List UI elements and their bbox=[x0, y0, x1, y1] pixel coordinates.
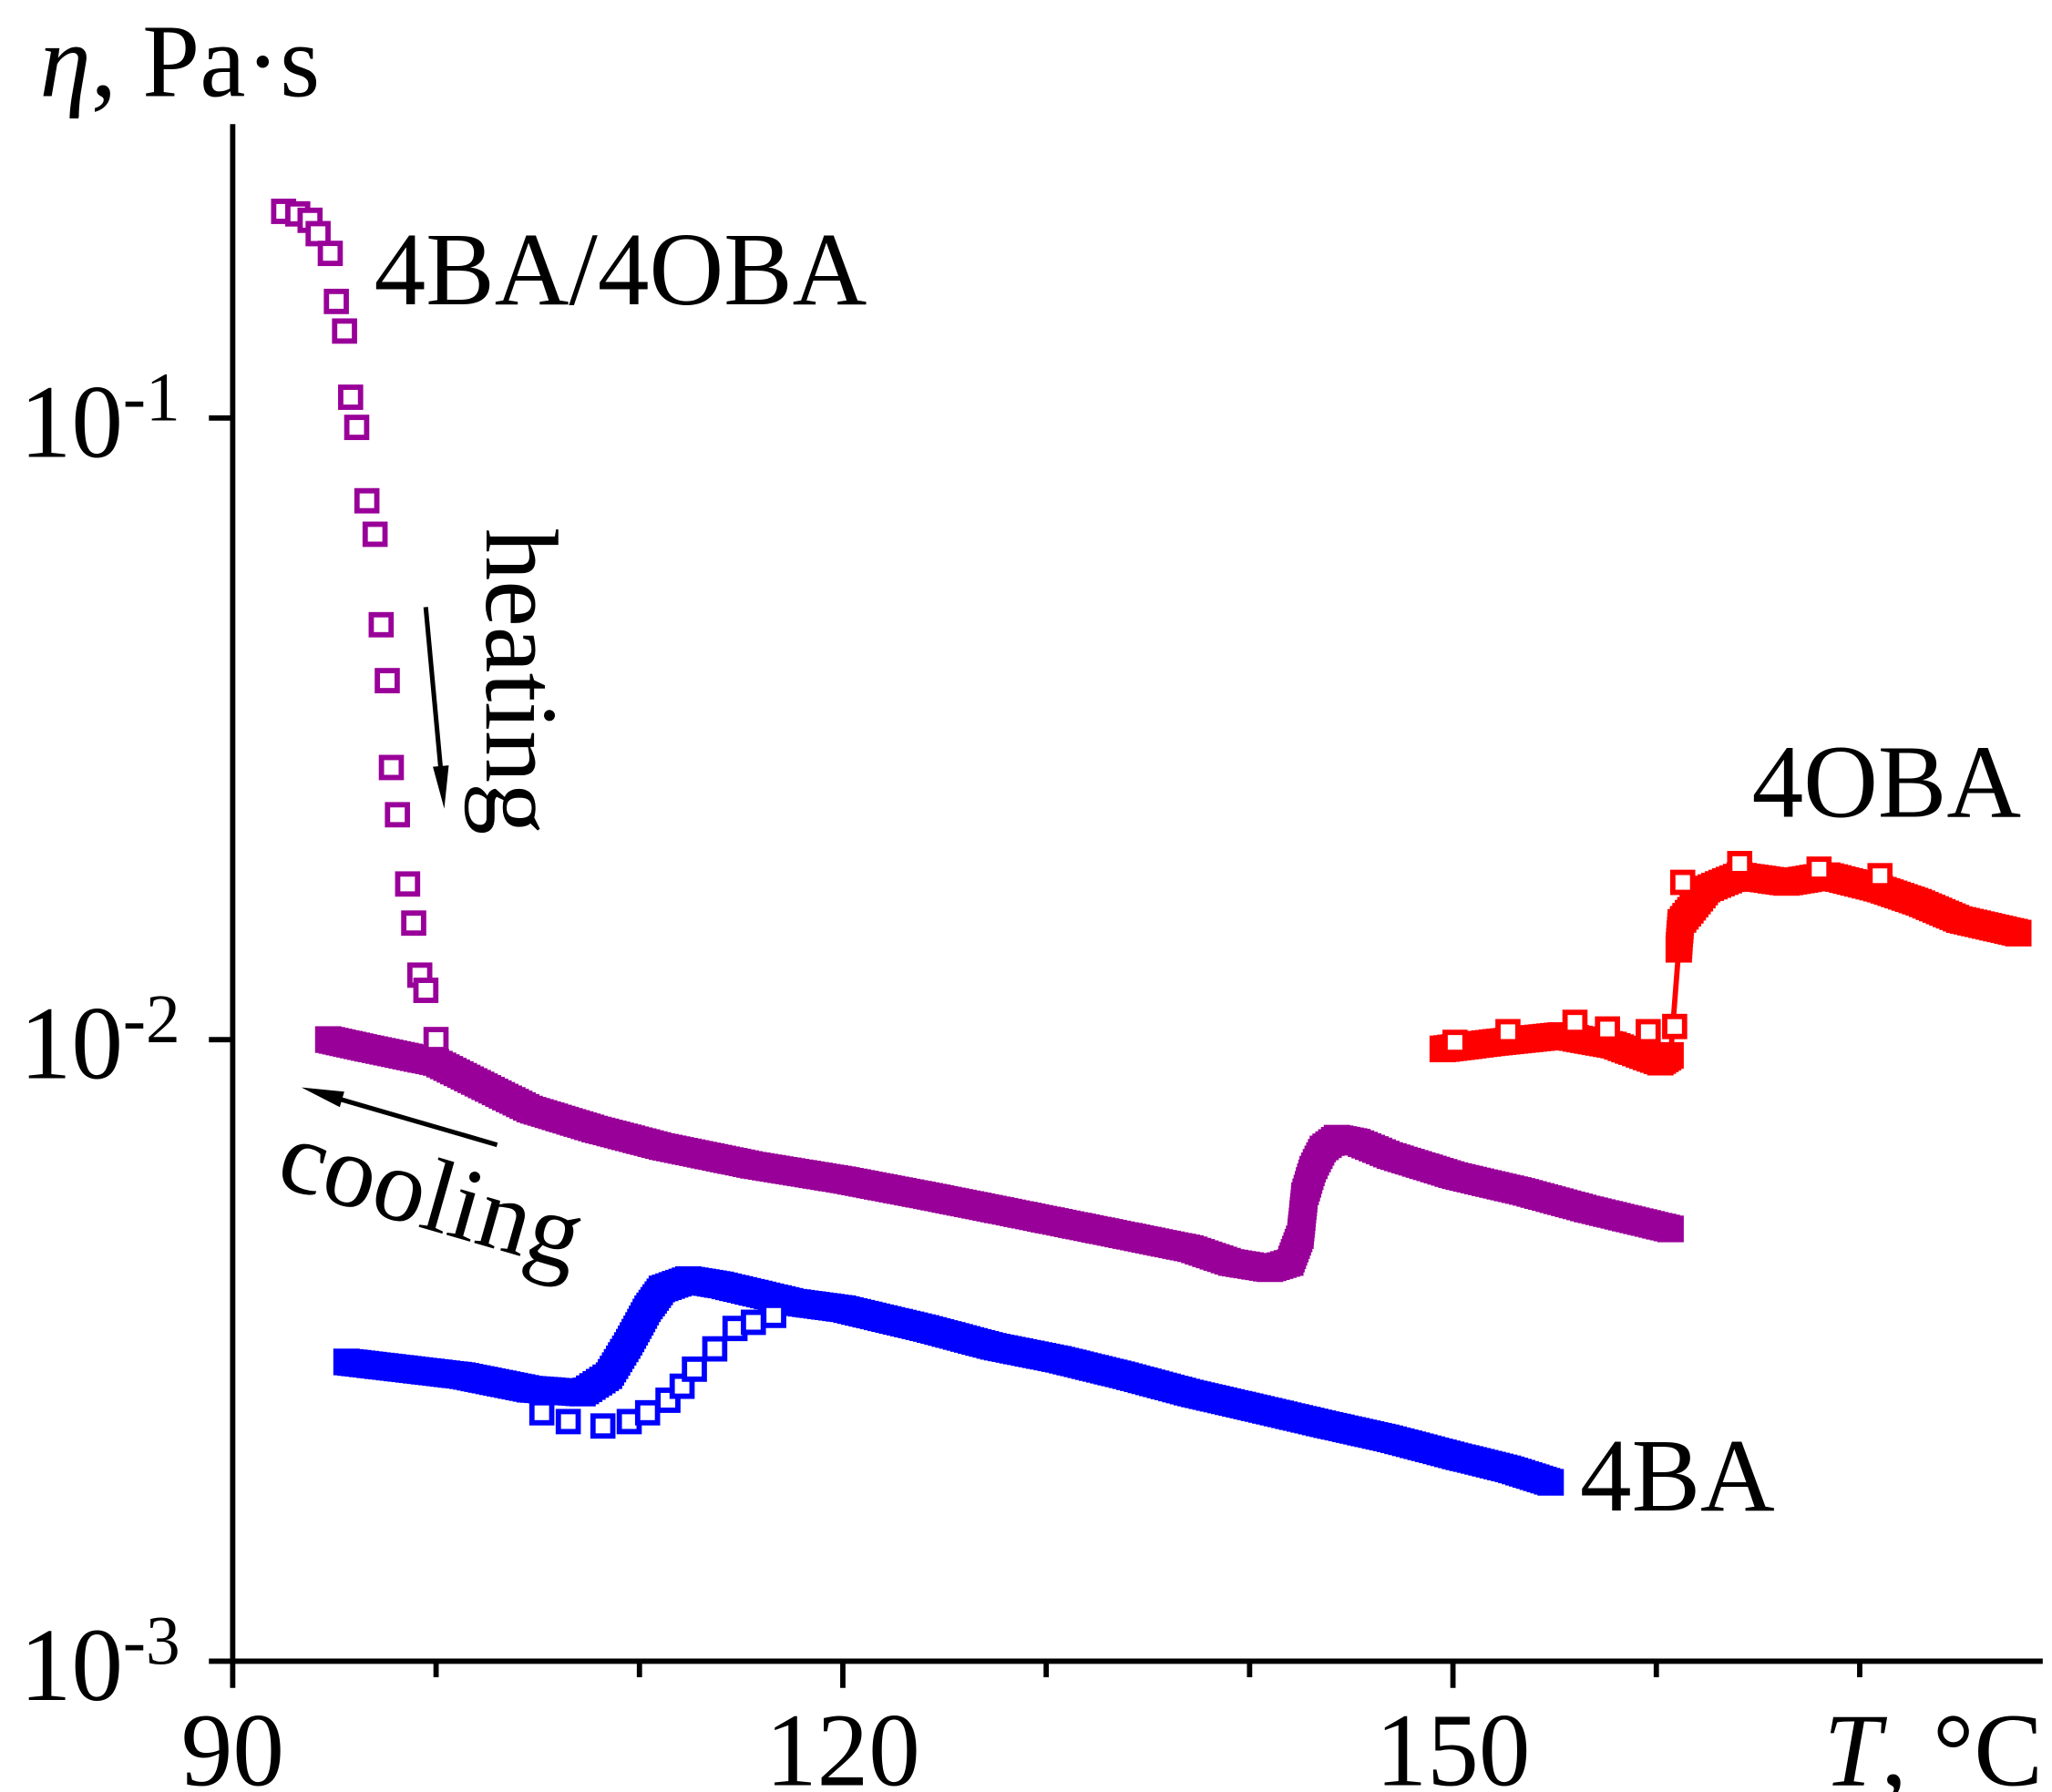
4oba-heating-marker bbox=[1727, 850, 1753, 876]
4oba-heating-marker bbox=[1442, 1029, 1468, 1056]
4ba-4oba-heating-marker bbox=[338, 384, 364, 410]
y-tick-base: 10 bbox=[20, 364, 123, 480]
heating-arrow-shaft bbox=[423, 607, 444, 771]
4ba-4oba-heating-series bbox=[271, 199, 449, 1053]
y-tick-label: 10-3 bbox=[20, 1603, 180, 1723]
4oba-heating-marker bbox=[1595, 1016, 1620, 1042]
4ba-4oba-heating-marker bbox=[385, 802, 410, 828]
4ba-4oba-cooling-series bbox=[314, 1026, 1684, 1283]
4ba-4oba-heating-marker bbox=[374, 668, 400, 694]
cooling-arrow-head bbox=[301, 1087, 344, 1108]
4oba-cooling-marker bbox=[2005, 919, 2032, 947]
y-tick-base: 10 bbox=[20, 1607, 123, 1723]
4oba-heating-marker bbox=[1662, 1013, 1688, 1039]
y-axis-title: η, Pa·s bbox=[40, 4, 321, 119]
y-axis-symbol: η bbox=[40, 4, 91, 119]
4oba-heating-marker bbox=[1867, 863, 1893, 889]
4ba-4oba-heating-marker bbox=[395, 871, 421, 897]
4ba-4oba-heating-marker bbox=[344, 415, 370, 441]
y-tick-exponent: -2 bbox=[123, 981, 180, 1058]
4oba-cooling-marker bbox=[1657, 1041, 1684, 1070]
4ba-heating-marker bbox=[682, 1356, 707, 1382]
4ba-heating-marker bbox=[590, 1413, 616, 1439]
4oba-heating-marker bbox=[1669, 869, 1696, 896]
heating-arrow-head bbox=[433, 765, 449, 809]
4ba-4oba-heating-marker bbox=[368, 611, 395, 638]
series-label-4oba: 4OBA bbox=[1752, 724, 2022, 840]
4ba-4oba-heating-marker bbox=[423, 1027, 449, 1053]
4ba-4oba-heating-marker bbox=[317, 241, 344, 267]
cooling-arrow-shaft bbox=[340, 1097, 498, 1148]
4ba-heating-series bbox=[528, 1302, 786, 1439]
4ba-4oba-heating-marker bbox=[413, 978, 439, 1003]
4ba-heating-marker bbox=[702, 1336, 728, 1362]
x-axis-symbol: T bbox=[1824, 1693, 1888, 1792]
4ba-heating-marker bbox=[761, 1302, 786, 1328]
y-tick-label: 10-2 bbox=[20, 981, 180, 1101]
x-tick-label: 150 bbox=[1376, 1693, 1531, 1792]
4ba-4oba-heating-marker bbox=[323, 288, 349, 314]
x-tick-label: 90 bbox=[181, 1693, 284, 1792]
4oba-heating-series bbox=[1442, 850, 1893, 1056]
4ba-4oba-heating-marker bbox=[354, 487, 380, 514]
4ba-4oba-heating-marker bbox=[332, 318, 357, 344]
x-tick-label: 120 bbox=[765, 1693, 920, 1792]
4oba-heating-marker bbox=[1806, 856, 1832, 882]
series-layer bbox=[271, 199, 2032, 1496]
4ba-heating-marker bbox=[528, 1399, 555, 1426]
series-label-4ba-4oba: 4BA/4OBA bbox=[374, 211, 867, 327]
y-tick-exponent: -3 bbox=[123, 1603, 180, 1679]
4ba-heating-marker bbox=[634, 1399, 661, 1426]
y-tick-label: 10-1 bbox=[20, 359, 180, 479]
4ba-4oba-heating-marker bbox=[362, 521, 388, 548]
series-label-4ba: 4BA bbox=[1580, 1418, 1775, 1533]
y-tick-exponent: -1 bbox=[123, 359, 180, 435]
4ba-heating-marker bbox=[555, 1408, 581, 1435]
4ba-cooling-marker bbox=[1537, 1469, 1565, 1496]
4ba-4oba-heating-marker bbox=[401, 910, 426, 937]
4ba-heating-marker bbox=[741, 1309, 766, 1336]
heating-label: heating bbox=[464, 528, 578, 835]
4ba-4oba-heating-marker bbox=[378, 754, 405, 781]
y-tick-base: 10 bbox=[20, 986, 123, 1101]
x-axis-unit: , °C bbox=[1882, 1693, 2043, 1792]
4oba-heating-marker bbox=[1562, 1009, 1588, 1036]
4ba-cooling-series bbox=[333, 1265, 1565, 1496]
4oba-heating-marker bbox=[1636, 1019, 1661, 1045]
4oba-heating-marker bbox=[1495, 1019, 1521, 1045]
axes bbox=[230, 124, 2043, 1664]
4ba-4oba-cooling-marker bbox=[1657, 1215, 1684, 1243]
4ba-4oba-heating-marker bbox=[305, 220, 331, 247]
heating-annotation: heating bbox=[423, 528, 579, 835]
y-axis-unit: , Pa·s bbox=[91, 4, 320, 119]
x-axis-title: T, °C bbox=[1824, 1693, 2043, 1792]
